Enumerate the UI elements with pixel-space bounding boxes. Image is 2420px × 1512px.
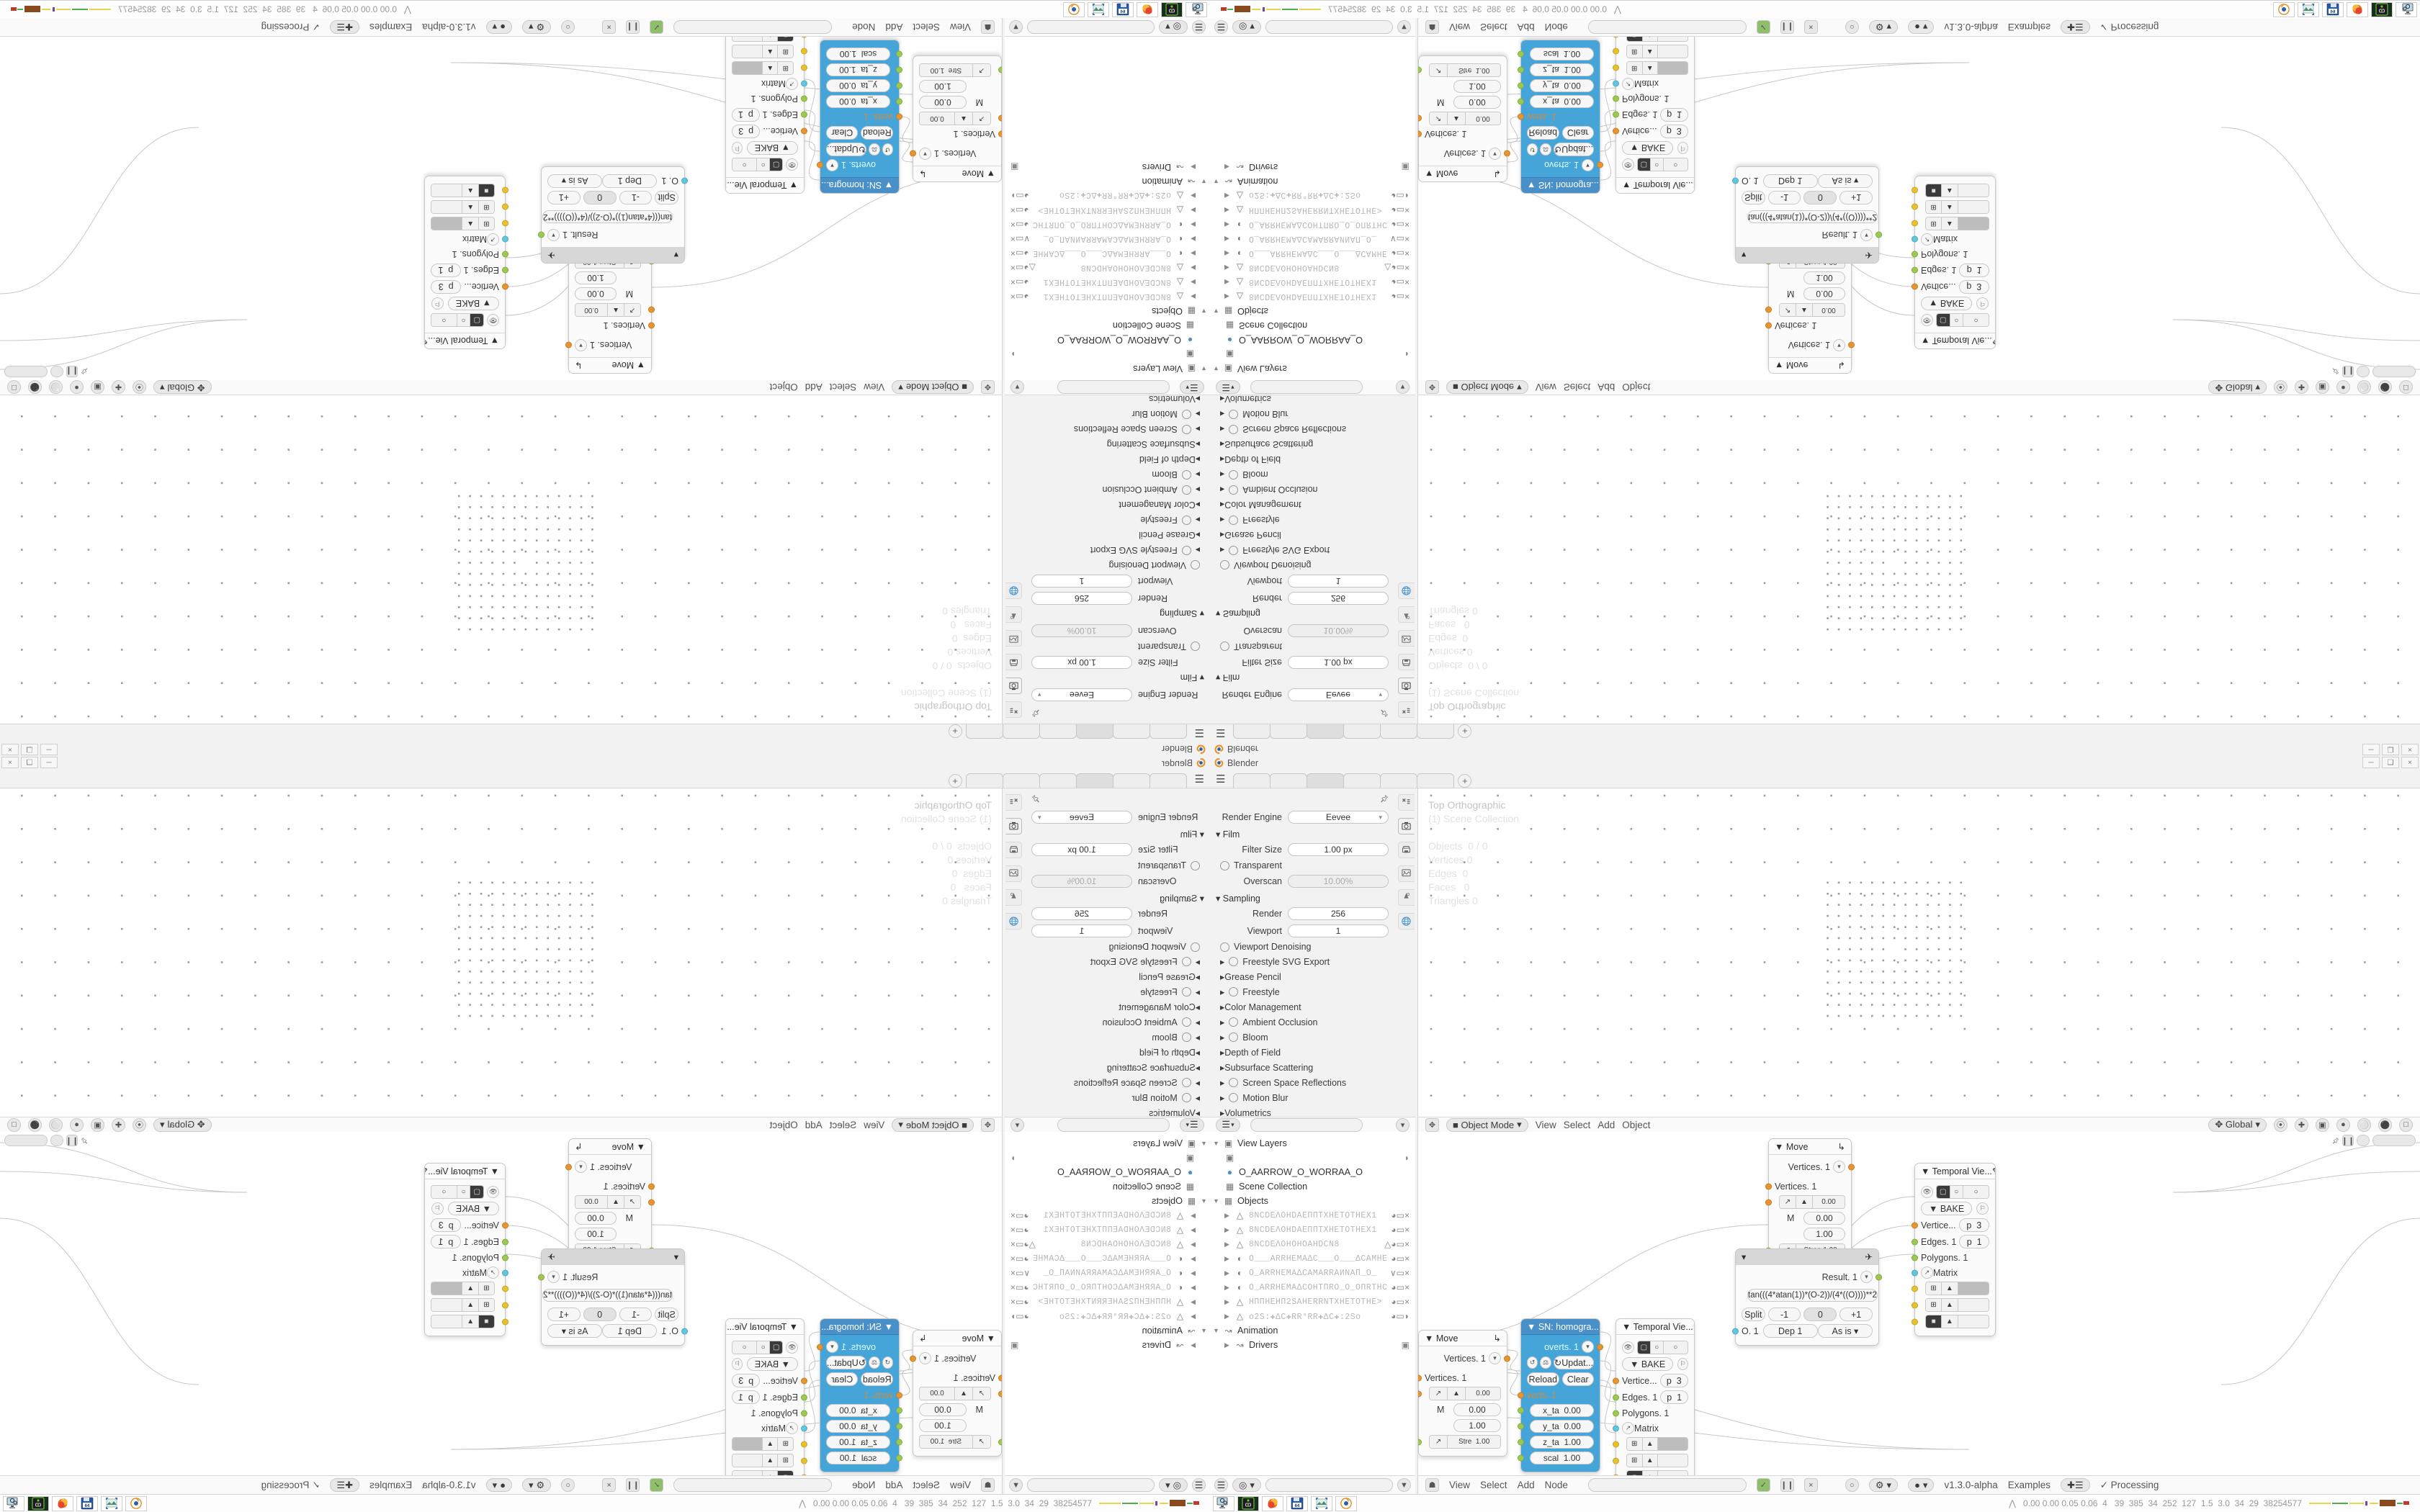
svg-text:64: 64 <box>85 1504 90 1508</box>
svg-text:64: 64 <box>2330 10 2335 14</box>
svg-text:64: 64 <box>1120 10 1125 14</box>
svg-text:64: 64 <box>1295 1504 1300 1508</box>
